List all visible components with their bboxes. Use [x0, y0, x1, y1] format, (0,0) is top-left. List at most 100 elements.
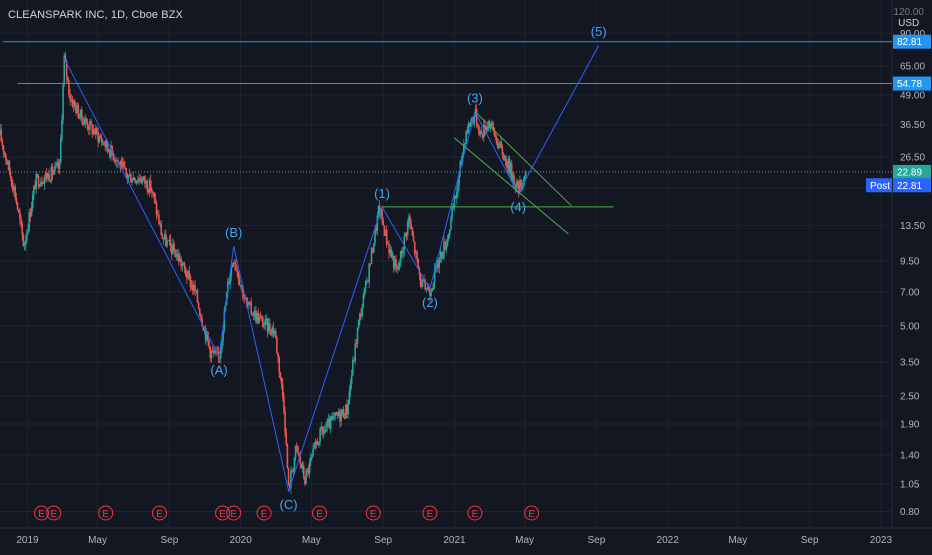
candle-body — [130, 174, 132, 183]
candle-body — [391, 256, 394, 258]
candle-body — [456, 192, 458, 199]
candle-body — [378, 205, 381, 216]
candle-body — [425, 289, 428, 291]
candle-body — [26, 232, 28, 241]
x-tick-label: May — [515, 535, 534, 546]
earnings-marker-label: E — [102, 509, 109, 520]
candle-body — [276, 337, 278, 354]
candle-body — [41, 181, 43, 184]
currency-top-value: 120.00 — [893, 7, 924, 18]
candle-body — [58, 162, 61, 169]
earnings-marker[interactable] — [226, 505, 242, 521]
candle-body — [429, 291, 431, 297]
candle-body — [447, 234, 450, 239]
candle-body — [459, 161, 462, 172]
candle-body — [133, 177, 136, 180]
currency-label[interactable]: 120.00 USD — [893, 7, 924, 29]
candle-body — [362, 295, 365, 308]
candle-body — [325, 427, 327, 430]
candle-body — [186, 275, 188, 279]
candle-body — [137, 180, 139, 182]
candle-body — [262, 317, 264, 327]
candle-body — [411, 228, 414, 236]
candle-body — [290, 471, 292, 488]
earnings-marker[interactable] — [215, 505, 231, 521]
candle-body — [49, 180, 52, 182]
candle-body — [168, 239, 171, 241]
candle-body — [29, 212, 32, 217]
price-tag-bg — [893, 34, 931, 49]
candle-body — [54, 165, 56, 172]
candle-body — [458, 171, 460, 185]
candle-body — [79, 109, 82, 117]
candle-body — [77, 105, 80, 118]
candle-body — [446, 238, 449, 246]
candle-body — [155, 202, 158, 216]
candle-body — [451, 207, 453, 218]
candle-body — [139, 178, 141, 181]
candle-body — [335, 412, 338, 415]
candle-body — [373, 243, 375, 253]
candle-body — [432, 283, 435, 289]
candle-body — [450, 217, 452, 230]
candle-body — [236, 269, 238, 272]
candle-body — [443, 241, 445, 258]
candle-body — [243, 298, 245, 300]
candle-body — [227, 281, 229, 293]
earnings-marker[interactable] — [312, 505, 328, 521]
candle-body — [149, 180, 152, 191]
earnings-marker[interactable] — [151, 505, 167, 521]
earnings-marker[interactable] — [524, 505, 540, 521]
candle-body — [395, 259, 397, 267]
earnings-marker[interactable] — [46, 505, 62, 521]
candle-body — [300, 463, 303, 469]
earnings-marker-label: E — [370, 509, 377, 520]
candle-body — [285, 432, 288, 445]
candle-body — [341, 409, 344, 414]
candle-body — [419, 275, 422, 287]
candle-body — [239, 285, 242, 287]
elliott-wave-path[interactable] — [63, 44, 600, 493]
candle-body — [36, 173, 39, 176]
candle-body — [125, 167, 127, 175]
price-tag-label: 54.78 — [897, 79, 922, 90]
candle-body — [517, 185, 520, 192]
candle-body — [308, 461, 311, 473]
candle-body — [255, 310, 257, 322]
candle-body — [477, 125, 479, 127]
candle-body — [512, 175, 514, 181]
channel-line[interactable] — [474, 111, 572, 207]
candle-body — [461, 153, 464, 162]
earnings-marker[interactable] — [33, 505, 49, 521]
earnings-marker[interactable] — [256, 505, 272, 521]
candle-body — [492, 122, 494, 128]
channel-line[interactable] — [454, 137, 569, 235]
candle-body — [111, 145, 113, 153]
candle-body — [320, 426, 323, 429]
candle-body — [34, 186, 36, 190]
candle-body — [20, 218, 22, 224]
candle-body — [193, 285, 195, 291]
earnings-marker[interactable] — [98, 505, 114, 521]
candle-body — [189, 275, 192, 288]
candle-body — [444, 241, 446, 250]
candle-body — [467, 123, 470, 133]
candle-body — [0, 129, 2, 141]
candle-body — [190, 284, 193, 288]
candle-body — [70, 99, 73, 101]
candle-body — [201, 318, 203, 326]
earnings-marker[interactable] — [365, 505, 381, 521]
earnings-marker[interactable] — [422, 505, 438, 521]
candle-body — [205, 331, 208, 340]
currency-code: USD — [898, 18, 920, 29]
candle-body — [381, 209, 383, 220]
candle-body — [316, 442, 319, 446]
candle-body — [95, 127, 97, 135]
candle-body — [253, 310, 256, 317]
earnings-marker[interactable] — [467, 505, 483, 521]
candle-body — [283, 396, 285, 411]
y-tick-label: 3.50 — [900, 358, 920, 369]
candle-body — [292, 469, 295, 472]
candle-body — [431, 288, 434, 292]
